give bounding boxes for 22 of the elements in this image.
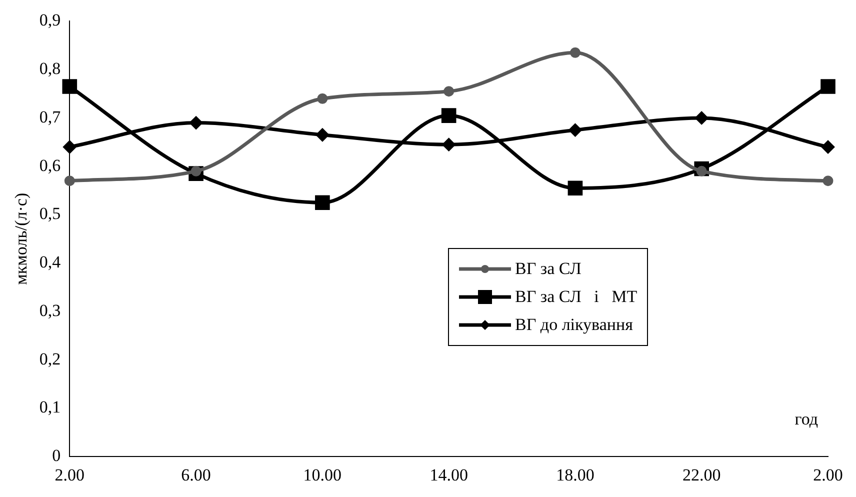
legend-label: ВГ до лікування	[515, 315, 633, 335]
y-tick-label: 0,9	[39, 10, 61, 30]
y-tick-label: 0,1	[39, 398, 61, 417]
x-tick-label: 2.00	[813, 465, 843, 484]
y-tick-label: 0,6	[39, 156, 61, 175]
legend-label: ВГ за СЛ	[515, 259, 582, 279]
y-tick-label: 0,5	[39, 204, 61, 224]
y-axis-title: мкмоль/(л·с)	[12, 192, 31, 285]
x-tick-label: 6.00	[181, 465, 211, 484]
y-tick-label: 0,8	[39, 59, 61, 78]
x-tick-label: 14.00	[430, 465, 468, 484]
x-tick-label: 18.00	[556, 465, 594, 484]
x-tick-label: 2.00	[54, 465, 85, 484]
y-tick-label: 0,3	[39, 300, 61, 320]
x-tick-label: 10.00	[303, 465, 342, 484]
y-tick-label: 0,4	[39, 252, 62, 272]
x-tick-label: 22.00	[682, 465, 721, 484]
y-tick-label: 0	[52, 446, 61, 466]
x-axis-title: год	[794, 410, 818, 429]
y-tick-label: 0,2	[39, 349, 61, 368]
y-tick-label: 0,7	[39, 107, 62, 126]
legend-label: ВГ за СЛ і МТ	[515, 287, 638, 307]
